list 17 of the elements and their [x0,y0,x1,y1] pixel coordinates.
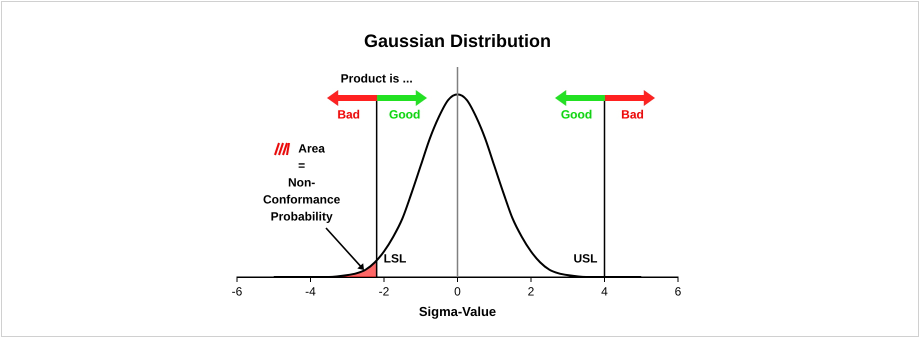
annotation: Good [388,107,420,122]
annotation: Good [560,107,592,122]
x-tick-label: 6 [674,284,682,299]
x-tick-label: -2 [378,284,390,299]
annotation: Bad [337,107,360,122]
ref-line-label: LSL [384,251,406,266]
x-tick-label: -6 [232,284,243,299]
x-tick-label: 0 [454,284,462,299]
x-tick-label: 2 [528,284,535,299]
text: Product is ... [340,71,413,86]
x-tick-label: -4 [305,284,316,299]
annotation: Area = Non-Conformance Probability [262,142,341,224]
x-tick-label: 4 [601,284,608,299]
annotation: Bad [621,107,644,122]
ref-line-label: USL [574,251,598,266]
x-axis-title: Sigma-Value [418,304,496,319]
chart-title: Gaussian Distribution [364,30,552,51]
